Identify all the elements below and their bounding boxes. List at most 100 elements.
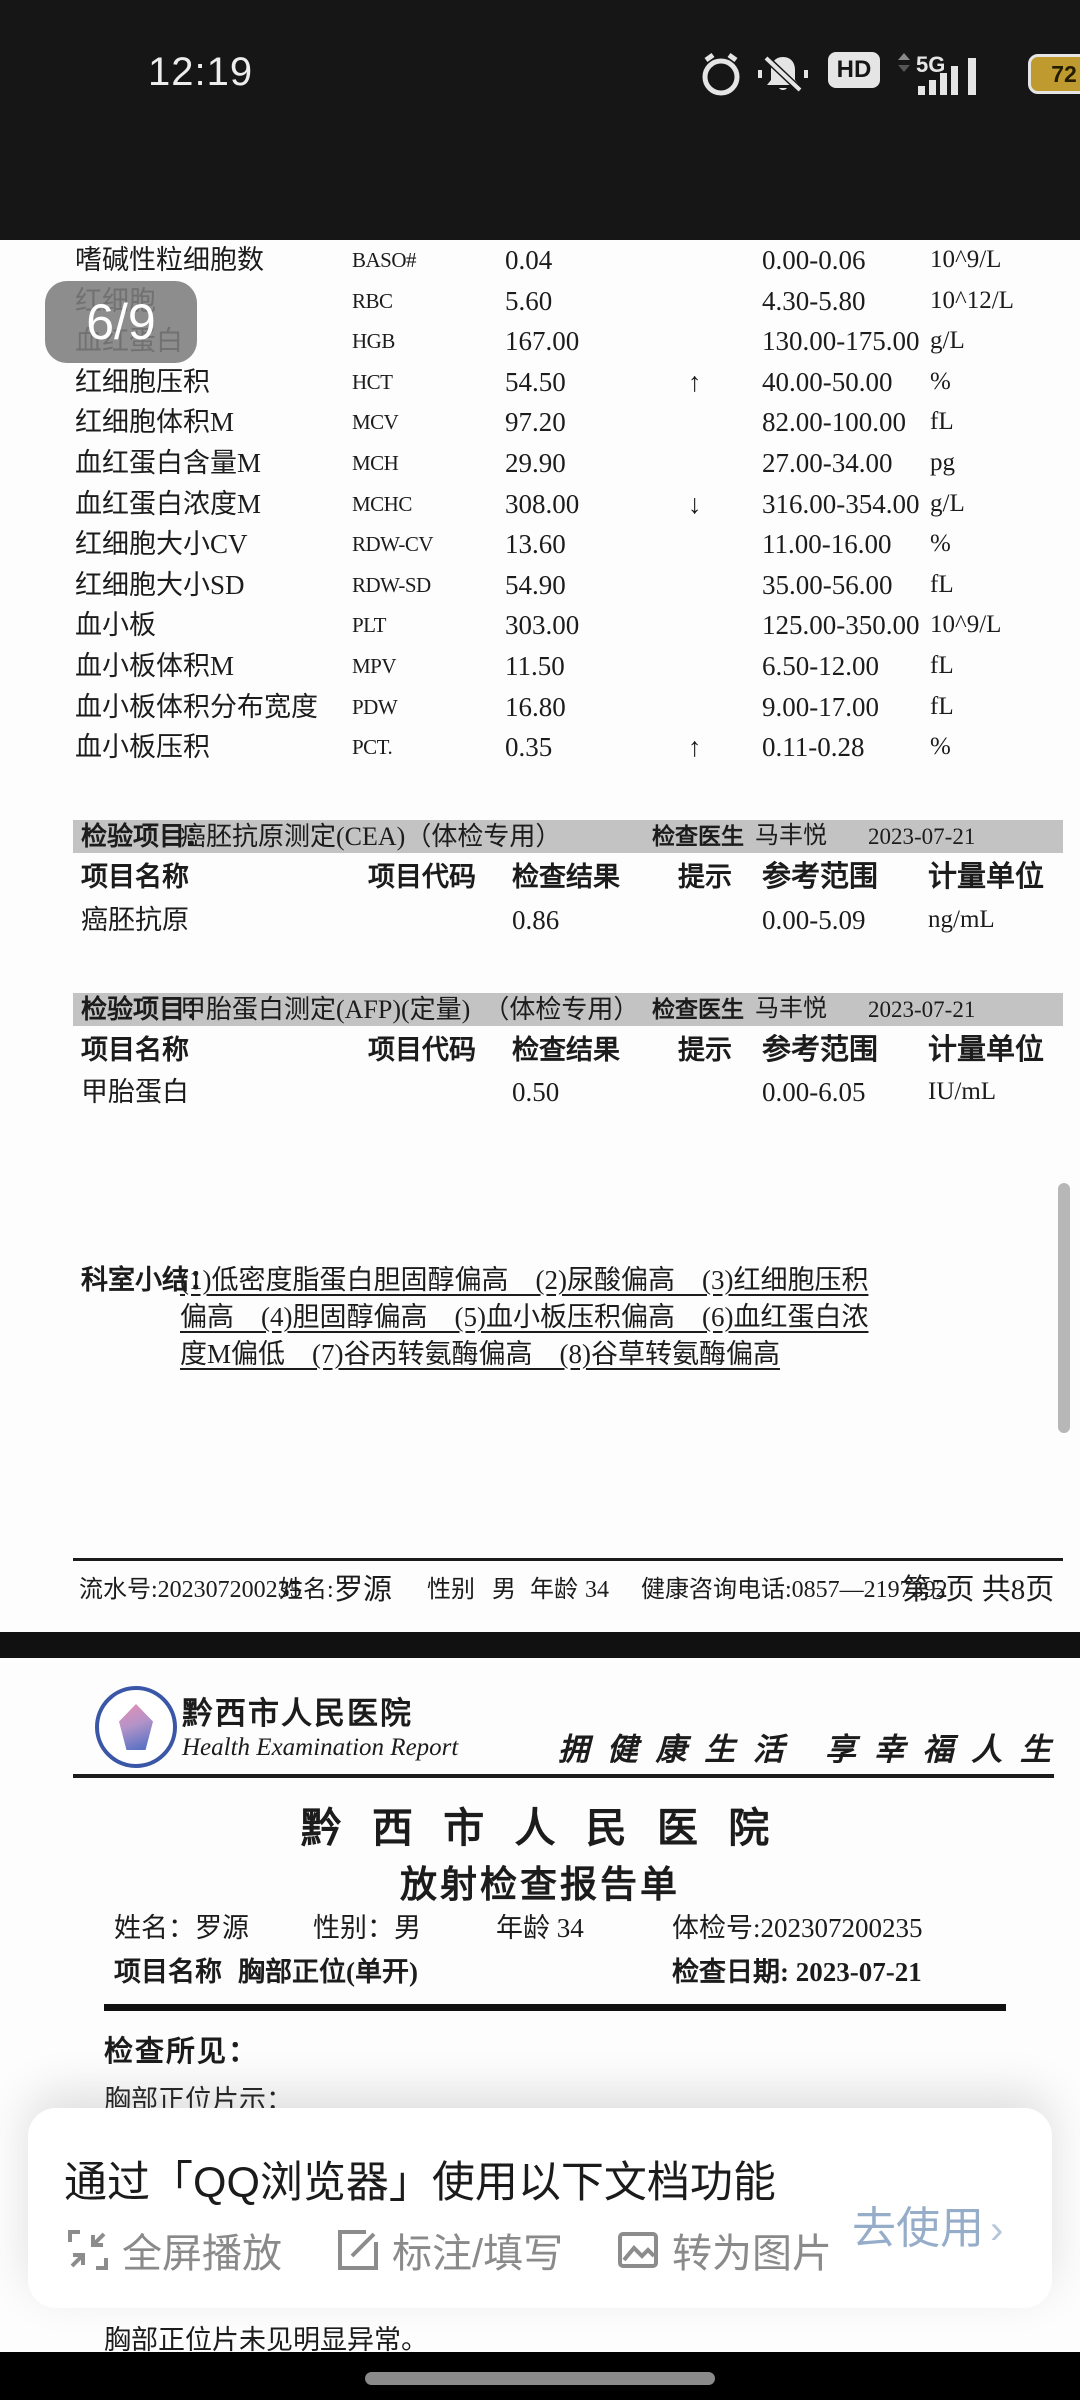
- col-header: 项目名称: [81, 862, 189, 892]
- item-result: 16.80: [505, 691, 566, 722]
- home-indicator[interactable]: [365, 2372, 715, 2385]
- action-label: 转为图片: [672, 2232, 832, 2276]
- section-test-name: 癌胚抗原测定(CEA)（体检专用）: [180, 822, 562, 851]
- hospital-logo: [95, 1686, 177, 1768]
- item-unit: fL: [930, 692, 954, 720]
- item-unit: %: [930, 733, 951, 761]
- exam-number: 体检号:202307200235: [672, 1913, 923, 1943]
- item-result: 54.50: [505, 366, 566, 397]
- summary-line: 偏高 (4)胆固醇偏高 (5)血小板压积偏高 (6)血红蛋白浓: [180, 1302, 869, 1332]
- item-range: 6.50-12.00: [762, 650, 879, 681]
- col-header: 参考范围: [762, 861, 879, 893]
- lab-result-row: 血小板压积 PCT. 0.35 ↑ 0.11-0.28 %: [0, 727, 1080, 768]
- item-result: 5.60: [505, 285, 553, 316]
- age-label: 年龄: [530, 1577, 578, 1603]
- lab-result-row: 血小板体积M MPV 11.50 6.50-12.00 fL: [0, 646, 1080, 687]
- section-columns-afp: 项目名称 项目代码 检查结果 提示 参考范围 计量单位: [0, 1033, 1080, 1067]
- patient-sex: 男: [492, 1577, 516, 1603]
- afp-result-row: 甲胎蛋白 0.50 0.00-6.05 IU/mL: [0, 1075, 1080, 1109]
- status-bar: 12:19 HD 5G: [0, 0, 1080, 110]
- qq-browser-bottom-sheet: [28, 2108, 1052, 2308]
- item-range: 40.00-50.00: [762, 366, 893, 397]
- scrollbar-thumb[interactable]: [1058, 1183, 1070, 1433]
- item-range: 35.00-56.00: [762, 569, 893, 600]
- item-result: 0.86: [512, 905, 560, 935]
- svg-text:5G: 5G: [916, 52, 945, 77]
- item-unit: ng/mL: [928, 906, 995, 933]
- fullscreen-play-button[interactable]: 全屏播放: [66, 2226, 282, 2276]
- section-label: 检验项目：: [81, 995, 212, 1024]
- lab-result-row: 红细胞大小CV RDW-CV 13.60 11.00-16.00 %: [0, 524, 1080, 565]
- col-header: 项目代码: [368, 1035, 476, 1065]
- item-range: 130.00-175.00: [762, 326, 920, 357]
- summary-line: (1)低密度脂蛋白胆固醇偏高 (2)尿酸偏高 (3)红细胞压积: [180, 1265, 869, 1295]
- item-unit: 10^12/L: [930, 286, 1014, 314]
- consult-phone: 健康咨询电话:0857—2197392: [641, 1577, 948, 1603]
- section-label: 检验项目：: [81, 822, 212, 851]
- item-code: MCH: [352, 450, 399, 475]
- col-header: 检查结果: [512, 862, 620, 892]
- chevron-right-icon: ›: [990, 2208, 1004, 2252]
- item-result: 0.50: [512, 1077, 560, 1107]
- header-divider: [73, 1774, 1054, 1778]
- lab-result-row: 血红蛋白含量M MCH 29.90 27.00-34.00 pg: [0, 443, 1080, 484]
- convert-to-image-button[interactable]: 转为图片: [616, 2226, 832, 2276]
- blood-test-table: 嗜碱性粒细胞数 BASO# 0.04 0.00-0.06 10^9/L 红细胞 …: [0, 240, 1080, 768]
- section-date: 2023-07-21: [868, 824, 976, 849]
- item-range: 11.00-16.00: [762, 529, 892, 560]
- patient-sex: 性别：男: [313, 1913, 421, 1943]
- lab-result-row: 红细胞大小SD RDW-SD 54.90 35.00-56.00 fL: [0, 565, 1080, 606]
- hd-icon: HD: [828, 52, 880, 88]
- findings-label: 检查所见：: [104, 2036, 260, 2068]
- patient-name: 姓名：罗源: [114, 1913, 249, 1943]
- sheet-heading: 通过「QQ浏览器」使用以下文档功能: [64, 2159, 776, 2207]
- item-result: 11.50: [505, 650, 565, 681]
- item-unit: IU/mL: [928, 1078, 997, 1105]
- alarm-icon: [702, 52, 740, 96]
- item-name: 红细胞大小CV: [75, 529, 248, 560]
- page-separator: [0, 1632, 1080, 1658]
- item-code: RDW-CV: [352, 532, 434, 557]
- lab-result-row: 红细胞体积M MCV 97.20 82.00-100.00 fL: [0, 402, 1080, 443]
- lab-result-row: 血红蛋白浓度M MCHC 308.00 ↓ 316.00-354.00 g/L: [0, 484, 1080, 525]
- project-info-row: 项目名称 胸部正位(单开) 检查日期: 2023-07-21: [0, 1954, 1080, 1990]
- item-range: 316.00-354.00: [762, 488, 920, 519]
- item-unit: pg: [930, 448, 955, 476]
- item-result: 0.35: [505, 732, 553, 763]
- page-number: 第5页 共8页: [902, 1574, 1055, 1606]
- action-label: 全屏播放: [122, 2232, 282, 2276]
- title-bar: 罗源202307200235.pdf 文件预览 •••: [0, 110, 1080, 343]
- col-header: 计量单位: [928, 1034, 1045, 1066]
- patient-name: 罗源: [334, 1574, 393, 1606]
- item-range: 9.00-17.00: [762, 691, 879, 722]
- summary-label: 科室小结：: [81, 1265, 216, 1295]
- item-range: 0.00-5.09: [762, 905, 866, 935]
- item-name: 血红蛋白浓度M: [75, 488, 262, 519]
- lab-result-row: 血小板 PLT 303.00 125.00-350.00 10^9/L: [0, 605, 1080, 646]
- doctor-name: 马丰悦: [755, 823, 827, 849]
- doctor-name: 马丰悦: [755, 996, 827, 1022]
- footer-divider: [73, 1558, 1063, 1561]
- item-name: 癌胚抗原: [81, 905, 189, 935]
- lab-result-row: 血小板体积分布宽度 PDW 16.80 9.00-17.00 fL: [0, 687, 1080, 728]
- col-header: 提示: [678, 1035, 732, 1065]
- item-unit: g/L: [930, 327, 965, 355]
- section-header-cea: 检验项目： 癌胚抗原测定(CEA)（体检专用） 检查医生 马丰悦 2023-07…: [73, 820, 1063, 853]
- project-name: 胸部正位(单开): [238, 1957, 418, 1987]
- col-header: 计量单位: [928, 861, 1045, 893]
- mute-bell-icon: [758, 53, 808, 95]
- report-title: 放射检查报告单: [400, 1865, 680, 1906]
- item-unit: 10^9/L: [930, 611, 1002, 639]
- annotate-fill-button[interactable]: 标注/填写: [336, 2226, 563, 2276]
- item-name: 红细胞大小SD: [75, 569, 245, 600]
- action-label: 标注/填写: [392, 2232, 564, 2276]
- item-name: 血小板: [75, 610, 156, 641]
- item-code: MCV: [352, 410, 399, 435]
- go-use-button[interactable]: 去使用 ›: [852, 2192, 1003, 2256]
- hospital-title: 黔 西 市 人 民 医 院: [300, 1805, 780, 1851]
- hospital-slogan: 拥 健 康 生 活 享 幸 福 人 生: [558, 1732, 1056, 1767]
- item-range: 82.00-100.00: [762, 407, 906, 438]
- summary-line: 度M偏低 (7)谷丙转氨酶偏高 (8)谷草转氨酶偏高: [180, 1339, 780, 1369]
- clock: 12:19: [148, 50, 254, 94]
- patient-age: 34: [585, 1577, 609, 1603]
